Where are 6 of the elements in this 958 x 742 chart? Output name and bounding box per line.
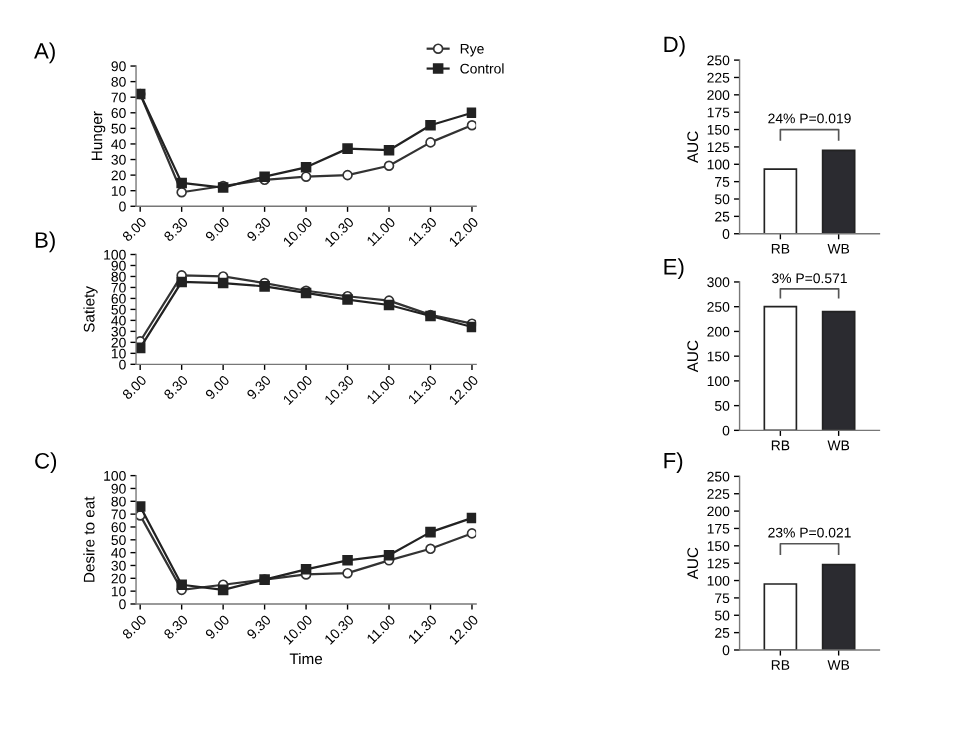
chart-title: A) — [34, 42, 55, 64]
chart-title: F) — [664, 452, 683, 473]
chart-title: C) — [35, 452, 57, 474]
chart-title: E) — [664, 258, 684, 279]
chart-title: D) — [664, 35, 685, 57]
chart-title: B) — [35, 231, 55, 253]
